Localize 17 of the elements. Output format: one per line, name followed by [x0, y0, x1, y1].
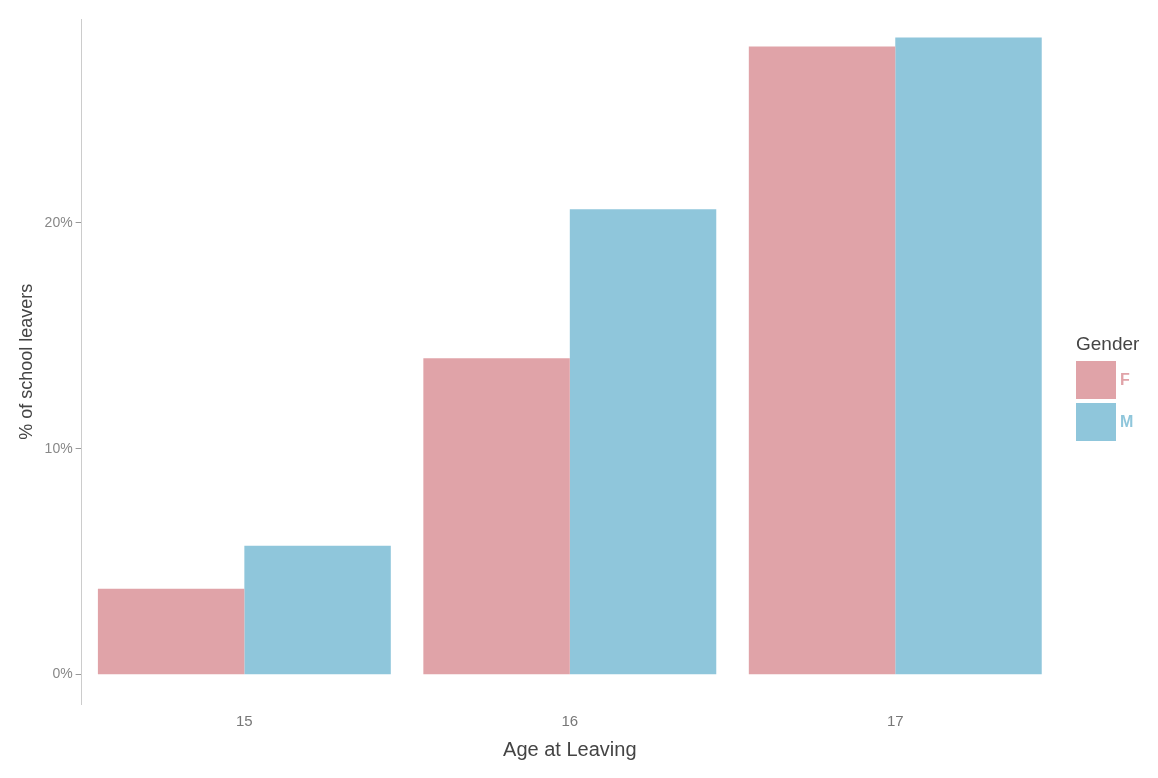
x-tick-label: 17 — [886, 712, 904, 730]
y-axis-title: % of school leavers — [15, 283, 36, 440]
y-tick-label: 20% — [44, 213, 73, 230]
bar — [748, 46, 896, 675]
legend-label: M — [1120, 413, 1134, 431]
x-axis-title: Age at Leaving — [503, 737, 637, 760]
y-tick-label: 10% — [44, 439, 73, 456]
y-tick-label: 0% — [52, 665, 73, 682]
bar — [97, 588, 245, 675]
legend-title: Gender — [1076, 333, 1140, 355]
bar — [569, 209, 717, 675]
bar — [244, 545, 391, 675]
bar — [423, 358, 570, 675]
x-tick-label: 16 — [561, 712, 579, 730]
x-tick-label: 15 — [236, 712, 253, 730]
legend-label: F — [1120, 371, 1130, 389]
bar — [895, 37, 1042, 675]
